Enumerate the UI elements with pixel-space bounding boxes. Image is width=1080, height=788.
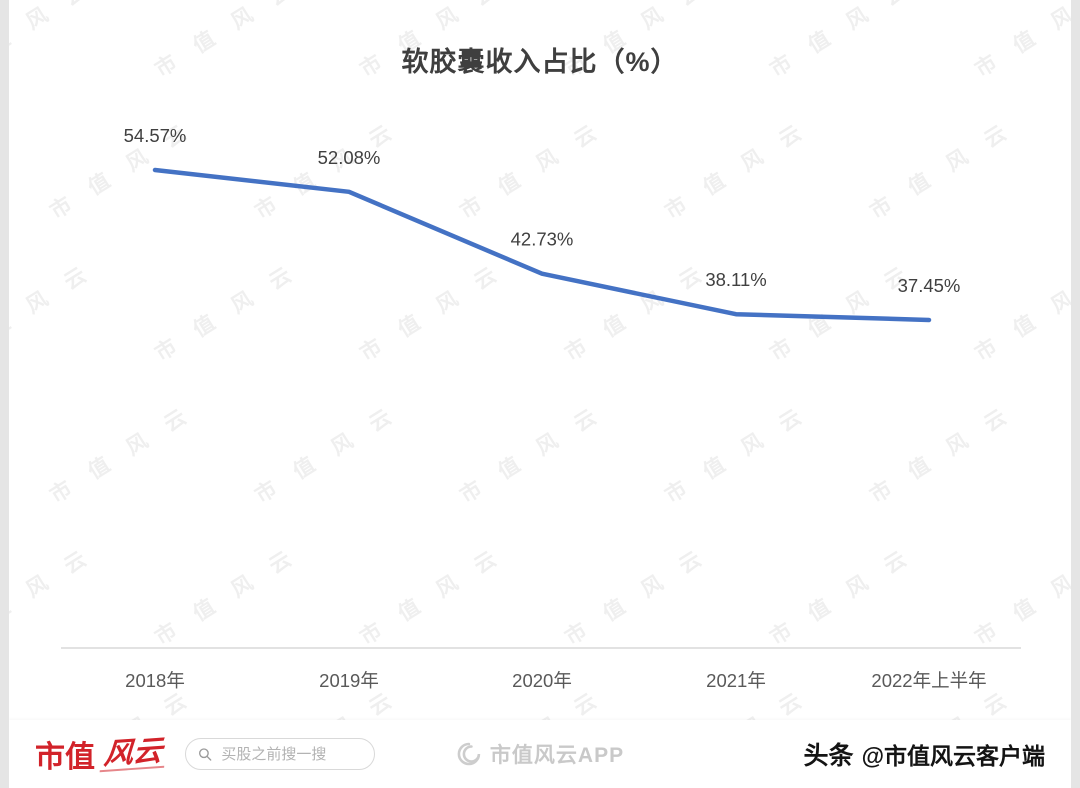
search-icon	[199, 747, 212, 761]
x-tick-label: 2020年	[512, 670, 572, 691]
data-label: 37.45%	[898, 275, 961, 296]
x-tick-label: 2022年上半年	[871, 670, 986, 691]
account-handle: @市值风云客户端	[861, 743, 1045, 769]
line-chart: 54.57% 52.08% 42.73% 38.11% 37.45% 2018年 2019年…	[61, 125, 1021, 691]
x-tick-label: 2018年	[125, 670, 185, 691]
data-label: 52.08%	[318, 147, 381, 168]
data-label: 38.11%	[705, 269, 766, 290]
search-input[interactable]	[219, 744, 363, 764]
footer-center-watermark: 市值风云APP	[456, 739, 624, 769]
data-label: 42.73%	[511, 229, 574, 250]
brand-logo: 市值 风云	[35, 732, 167, 776]
x-tick-label: 2021年	[706, 670, 766, 691]
chart-area: 软胶囊收入占比（%） 54.57% 52.08% 42.73% 38.11% 37.45…	[9, 0, 1071, 720]
account-attribution: 头条 @市值风云客户端	[804, 736, 1045, 772]
footer-center-text: 市值风云APP	[489, 744, 625, 767]
fengyun-seal-logo: 风云	[99, 733, 167, 773]
footer-bar: 市值 风云 市值风云APP 头条 @市值风云客户端	[9, 720, 1071, 788]
toutiao-logo-text: 头条	[803, 742, 854, 770]
chart-title: 软胶囊收入占比（%）	[401, 47, 679, 77]
x-tick-label: 2019年	[319, 670, 379, 691]
brand-text: 市值	[35, 741, 95, 774]
data-label: 54.57%	[124, 125, 187, 146]
search-box[interactable]	[185, 738, 376, 770]
series-line	[152, 167, 932, 323]
page: 市 值 风 云市 值 风 云市 值 风 云市 值 风 云市 值 风 云市 值 风…	[9, 0, 1071, 788]
swirl-logo-icon	[457, 742, 481, 766]
